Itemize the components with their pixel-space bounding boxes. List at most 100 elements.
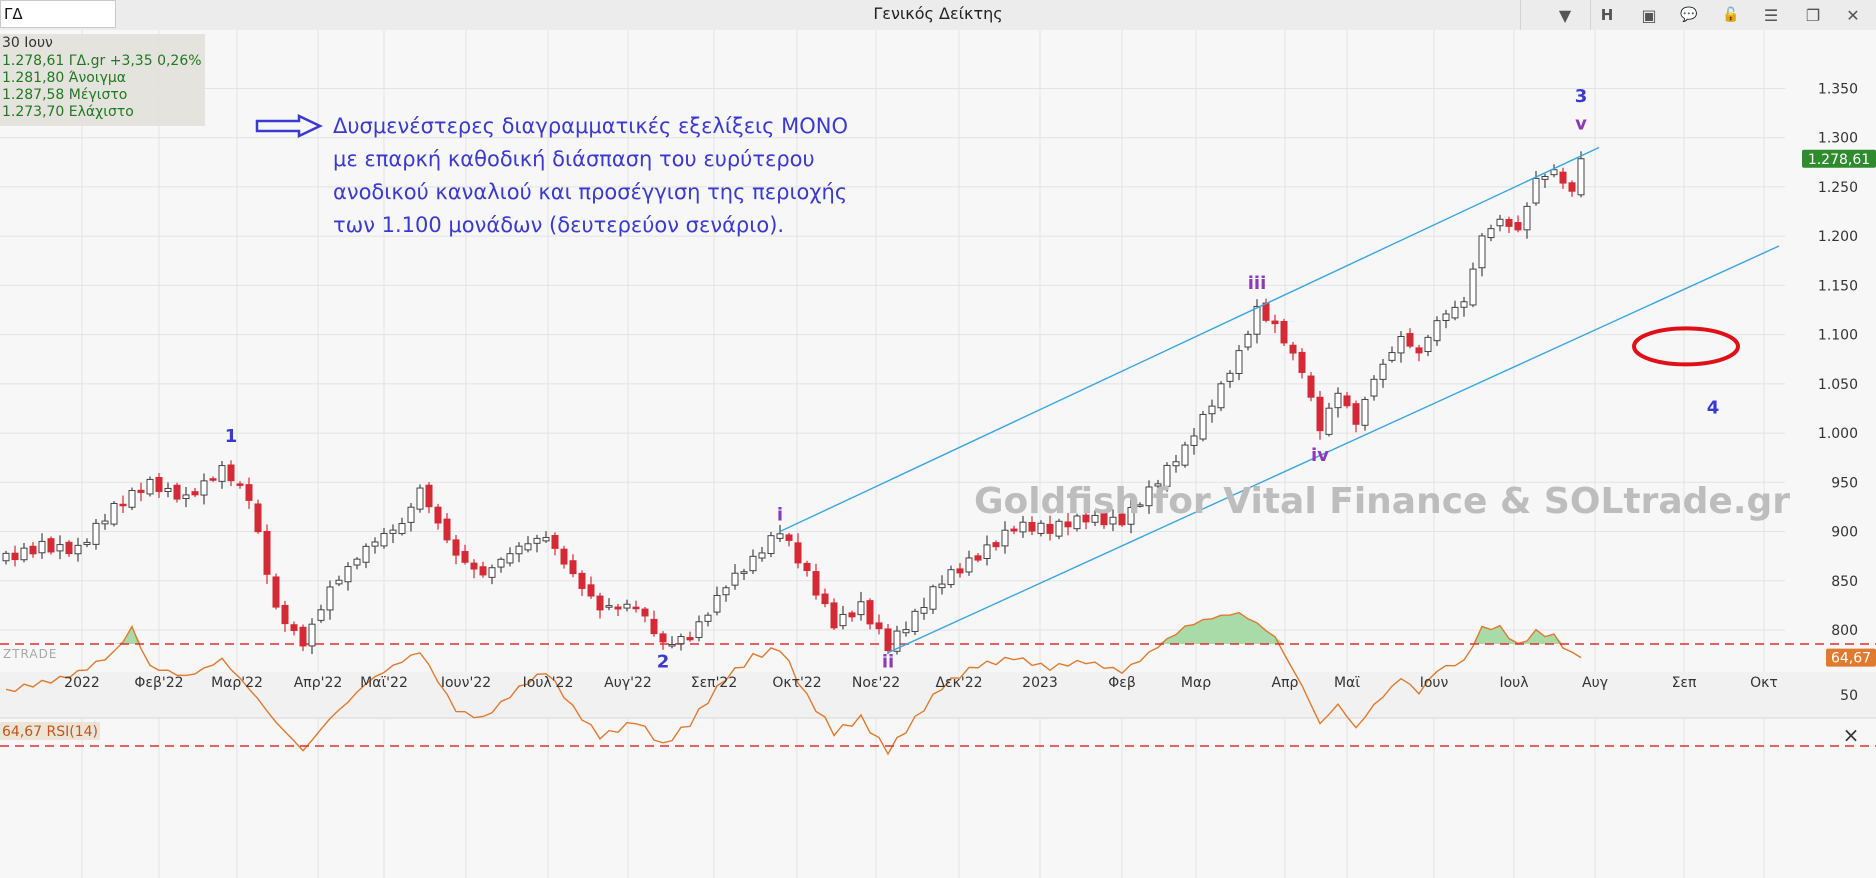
candle — [1325, 402, 1333, 437]
candle-body — [1046, 523, 1054, 534]
candle-body — [992, 542, 1000, 548]
candle — [1001, 521, 1009, 554]
candle-body — [713, 594, 721, 613]
x-tick-label: Μαρ'22 — [211, 675, 263, 691]
candle-body — [857, 601, 865, 616]
candle — [1478, 233, 1486, 277]
candle — [713, 586, 721, 616]
candle — [83, 538, 91, 548]
candle-body — [758, 552, 766, 559]
candle — [560, 545, 568, 569]
candle-body — [803, 562, 811, 572]
candle-body — [1442, 313, 1450, 321]
candle — [641, 607, 649, 623]
close-icon[interactable]: ✕ — [1846, 5, 1860, 25]
candle — [1028, 516, 1036, 536]
x-tick-label: Σεπ — [1672, 675, 1697, 691]
candle — [1424, 334, 1432, 357]
rsi-label: 64,67 RSI(14) — [2, 724, 98, 740]
x-tick-label: Απρ'22 — [294, 675, 343, 691]
candle-body — [1514, 222, 1522, 231]
candle — [1550, 164, 1558, 178]
candle — [803, 560, 811, 577]
candle-body — [1208, 405, 1216, 415]
candle-body — [515, 545, 523, 555]
candle — [92, 518, 100, 550]
candle — [1496, 214, 1504, 232]
menu-icon[interactable]: ☰ — [1763, 5, 1779, 25]
y-tick-label: 1.000 — [1818, 426, 1858, 442]
panel-icon[interactable]: ▣ — [1641, 5, 1657, 25]
y-tick-label: 1.150 — [1818, 278, 1858, 294]
candle — [1163, 462, 1171, 492]
candle — [749, 549, 757, 574]
x-tick-label: Αυγ — [1582, 675, 1608, 691]
candle-body — [164, 487, 172, 492]
candle-body — [1055, 520, 1063, 537]
candle-body — [470, 562, 478, 570]
wave-label: i — [777, 505, 783, 526]
candle-body — [380, 532, 388, 547]
candle-body — [1190, 435, 1198, 446]
candle-body — [308, 623, 316, 647]
symbol-input[interactable]: ΓΔ — [0, 0, 116, 28]
candle — [1109, 509, 1117, 532]
channel-upper-line[interactable] — [779, 146, 1600, 533]
candle — [911, 608, 919, 636]
dropdown-icon[interactable]: ▼ — [1558, 5, 1572, 25]
candle-body — [1532, 177, 1540, 204]
candle-body — [299, 626, 307, 647]
candle — [1442, 309, 1450, 329]
restore-icon[interactable]: ❐ — [1805, 5, 1821, 25]
candle — [227, 460, 235, 487]
candle-body — [1334, 392, 1342, 409]
candle-body — [893, 630, 901, 652]
channel-lower-line[interactable] — [887, 245, 1780, 654]
candle-body — [785, 534, 793, 541]
candle-body — [209, 478, 217, 481]
candle — [776, 524, 784, 542]
candle-body — [533, 537, 541, 544]
candle — [1235, 344, 1243, 381]
annotation-line: με επαρκή καθοδική διάσπαση του ευρύτερο… — [333, 147, 815, 171]
candle-body — [542, 536, 550, 542]
candle — [299, 624, 307, 652]
x-tick-label: Ιουλ'22 — [523, 675, 574, 691]
candle-body — [1154, 483, 1162, 487]
candle-body — [1316, 396, 1324, 432]
candle — [1298, 348, 1306, 379]
candle-body — [1550, 169, 1558, 176]
candle-body — [974, 555, 982, 561]
rsi-plot-area — [0, 718, 1876, 878]
chat-icon[interactable]: 💬 — [1680, 7, 1698, 23]
rsi-last-tag — [1826, 648, 1876, 667]
candle-body — [425, 484, 433, 508]
candle-body — [1280, 320, 1288, 344]
x-tick-label: Μαρ — [1181, 675, 1211, 691]
h-button[interactable]: H — [1600, 6, 1614, 24]
candle — [200, 473, 208, 505]
candle — [1253, 299, 1261, 344]
candle-body — [614, 606, 622, 610]
candle — [1136, 502, 1144, 508]
candle-body — [731, 572, 739, 586]
candle — [722, 585, 730, 602]
candle — [461, 544, 469, 565]
candle-body — [1397, 336, 1405, 354]
candle — [290, 621, 298, 636]
target-area-ellipse — [1632, 326, 1740, 367]
candle — [245, 477, 253, 509]
candle-body — [524, 543, 532, 551]
candle-body — [1460, 301, 1468, 308]
candle-body — [1136, 504, 1144, 507]
candle — [587, 576, 595, 599]
candle — [668, 636, 676, 649]
candle — [1100, 509, 1108, 529]
x-tick-label: Ιουν — [1420, 675, 1449, 691]
lock-icon[interactable]: 🔓 — [1722, 7, 1740, 23]
candle-body — [479, 566, 487, 576]
candle-body — [218, 465, 226, 482]
candle-body — [650, 618, 658, 635]
